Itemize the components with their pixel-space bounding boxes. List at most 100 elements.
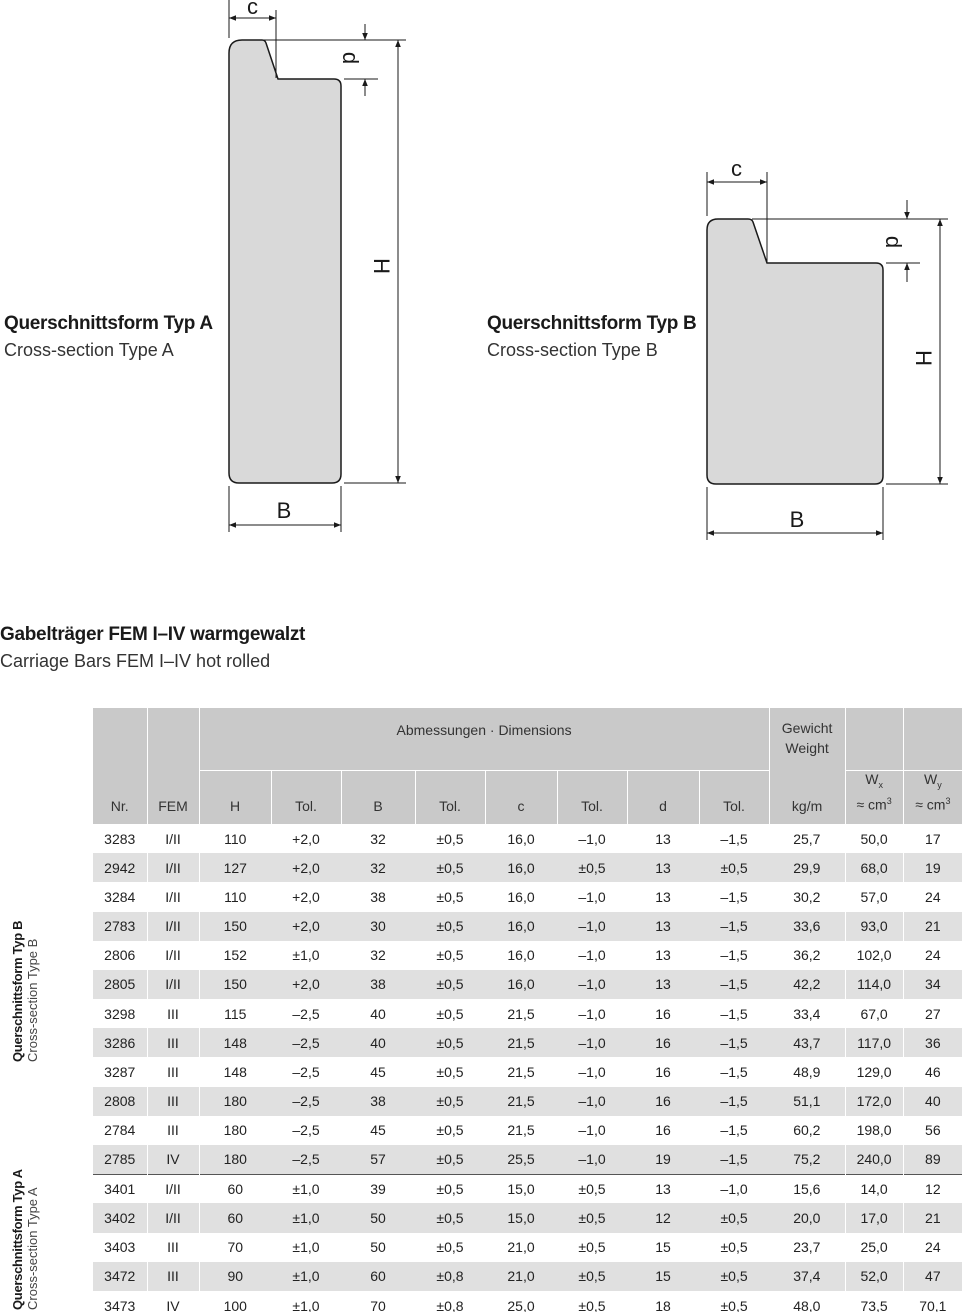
cell-tol-b: ±0,5 (436, 947, 464, 964)
cell-wx: 68,0 (845, 853, 904, 883)
header-nr: Nr. (93, 770, 148, 824)
cell-b: 45 (370, 1064, 386, 1081)
cell-c: 25,5 (485, 1145, 557, 1175)
cell-tol-d: –1,5 (720, 1122, 748, 1139)
cell-kgm: 23,7 (769, 1232, 846, 1262)
cell-tol-c: –1,0 (578, 888, 606, 905)
header-wy-exp: 3 (945, 796, 951, 807)
cell-h: 70 (227, 1239, 244, 1256)
cell-tol-d: –1,5 (699, 1145, 770, 1175)
cell-b: 57 (341, 1145, 415, 1175)
cell-tol-b: ±0,8 (415, 1261, 485, 1291)
cell-d: 16 (655, 1064, 671, 1081)
cell-tol-d: –1,5 (720, 888, 748, 905)
cell-tol-b: ±0,5 (415, 1203, 485, 1233)
cell-nr: 2805 (93, 969, 148, 1000)
table-row: 3401 I/II 60 ±1,0 39 ±0,5 15,0 ±0,5 13 –1,0 15,6 14… (93, 1173, 963, 1204)
section-title-de: Gabelträger FEM I–IV warmgewalzt (0, 624, 306, 645)
cross-section-drawings: c d H B c d H B (228, 0, 948, 540)
cell-b: 45 (370, 1122, 386, 1139)
cell-kgm: 37,4 (769, 1261, 846, 1291)
cell-kgm: 33,6 (769, 911, 846, 941)
table-row: 3472 III 90 ±1,0 60 ±0,8 21,0 ±0,5 15 ±0,5 37,4 52,… (93, 1261, 963, 1291)
cell-wx: 52,0 (845, 1261, 904, 1291)
side-label-type-a: Querschnittsform Typ A Cross-section Typ… (10, 1169, 40, 1310)
cell-tol-b: ±0,5 (436, 1122, 464, 1139)
cell-tol-d: –1,5 (699, 1086, 770, 1116)
header-wy-top (903, 708, 963, 770)
cell-nr: 3283 (93, 823, 148, 854)
header-b: B (341, 769, 416, 824)
section-title: Gabelträger FEM I–IV warmgewalzt Carriag… (0, 621, 305, 675)
cell-kgm: 75,2 (769, 1145, 846, 1175)
cell-wx: 117,0 (845, 1028, 904, 1058)
cell-tol-h: ±1,0 (271, 1261, 341, 1291)
dim-label-c-b: c (731, 156, 742, 181)
cell-fem: III (147, 1086, 200, 1116)
cell-d: 13 (655, 830, 671, 847)
cell-h: 90 (199, 1261, 271, 1291)
cell-tol-c: –1,0 (557, 969, 627, 1000)
cell-kgm: 36,2 (769, 940, 846, 970)
cell-c: 15,0 (485, 1203, 557, 1233)
header-fem-top (147, 708, 200, 770)
cell-wy: 36 (903, 1028, 963, 1058)
cell-nr: 3473 (93, 1290, 148, 1312)
cell-tol-b: ±0,5 (436, 1239, 464, 1256)
cell-c: 21,5 (485, 1086, 557, 1116)
cell-tol-d: –1,0 (699, 1173, 770, 1204)
cell-b: 50 (370, 1239, 386, 1256)
cell-nr: 3403 (93, 1232, 148, 1262)
cell-wy: 21 (903, 911, 963, 941)
caption-type-b: Querschnittsform Typ B Cross-section Typ… (487, 310, 697, 364)
cell-tol-d: ±0,5 (699, 1203, 770, 1233)
cell-tol-d: ±0,5 (699, 1261, 770, 1291)
cell-nr: 3402 (93, 1203, 148, 1233)
cell-nr: 3298 (93, 999, 148, 1029)
cell-h: 100 (223, 1297, 247, 1312)
cell-nr: 3401 (93, 1173, 148, 1204)
cell-fem: III (147, 1057, 200, 1087)
cell-b: 40 (341, 1028, 415, 1058)
cell-d: 16 (655, 1122, 671, 1139)
cell-kgm: 15,6 (769, 1173, 846, 1204)
cell-tol-c: ±0,5 (557, 1261, 627, 1291)
cell-wx: 57,0 (845, 882, 904, 912)
cell-tol-c: –1,0 (578, 947, 606, 964)
cell-tol-b: ±0,5 (415, 1028, 485, 1058)
cell-tol-h: –2,5 (271, 1145, 341, 1175)
cell-b: 32 (370, 830, 386, 847)
caption-type-a-de: Querschnittsform Typ A (4, 313, 213, 334)
side-label-type-b: Querschnittsform Typ B Cross-section Typ… (10, 921, 40, 1062)
cell-tol-h: ±1,0 (292, 1297, 320, 1312)
cell-wx: 25,0 (845, 1232, 904, 1262)
cell-c: 16,0 (507, 830, 535, 847)
dim-label-d-a: d (338, 52, 363, 64)
cell-c: 16,0 (485, 911, 557, 941)
cell-c: 21,0 (507, 1239, 535, 1256)
table-row: 2942 I/II 127 +2,0 32 ±0,5 16,0 ±0,5 13 ±0,5 29,9 6… (93, 853, 963, 883)
cell-b: 40 (370, 1005, 386, 1022)
cell-tol-b: ±0,5 (415, 1145, 485, 1175)
cell-kgm: 43,7 (769, 1028, 846, 1058)
cell-tol-b: ±0,5 (436, 888, 464, 905)
table-row: 2784 III 180 –2,5 45 ±0,5 21,5 –1,0 16 –1,5 60,2 19… (93, 1115, 962, 1146)
table-row: 3284 I/II 110 +2,0 38 ±0,5 16,0 –1,0 13 –1,5 30,2 5… (93, 882, 962, 912)
header-tol-c: Tol. (557, 769, 628, 824)
cell-kgm: 48,0 (769, 1290, 846, 1312)
cell-tol-b: ±0,5 (415, 853, 485, 883)
cell-fem: III (147, 1028, 200, 1058)
profile-type-b (706, 172, 948, 540)
table-row: 2808 III 180 –2,5 38 ±0,5 21,5 –1,0 16 –1,5 51,1 17… (93, 1086, 963, 1116)
cell-tol-b: ±0,5 (436, 830, 464, 847)
cell-wx: 73,5 (845, 1290, 904, 1312)
cell-fem: I/II (147, 853, 200, 883)
side-label-type-a-de: Querschnittsform Typ A (10, 1169, 25, 1310)
cell-tol-d: ±0,5 (720, 1297, 748, 1312)
cell-wx: 240,0 (845, 1145, 904, 1175)
header-fem: FEM (147, 770, 200, 824)
header-weight-de: Gewicht (781, 720, 833, 736)
cell-tol-c: ±0,5 (578, 1297, 606, 1312)
cell-wy: 21 (903, 1203, 963, 1233)
header-tol-b: Tol. (415, 769, 486, 824)
